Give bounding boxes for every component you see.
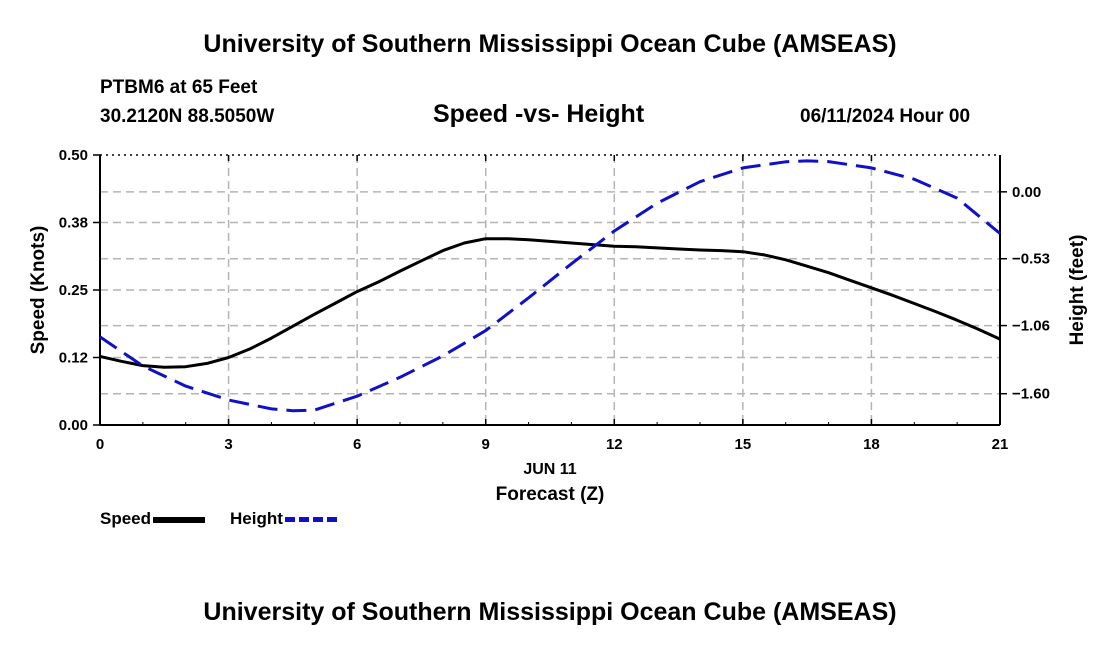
y-right-axis-label: Height (feet) <box>1067 235 1088 346</box>
station-label: PTBM6 at 65 Feet <box>100 77 258 98</box>
legend-height-label: Height <box>230 509 283 528</box>
page-title: University of Southern Mississippi Ocean… <box>203 30 897 58</box>
x-tick-label: 0 <box>96 436 104 453</box>
x-date-label: JUN 11 <box>523 461 576 478</box>
y-right-tick-label: −1.06 <box>1012 318 1050 335</box>
x-tick-label: 9 <box>482 436 490 453</box>
x-tick-label: 12 <box>606 436 623 453</box>
legend-height: Height <box>230 509 337 529</box>
coordinates-label: 30.2120N 88.5050W <box>100 106 275 127</box>
y-left-tick-label: 0.00 <box>59 417 88 434</box>
legend-speed-label: Speed <box>100 509 152 528</box>
x-tick-label: 21 <box>992 436 1009 453</box>
y-left-tick-label: 0.50 <box>59 147 88 164</box>
legend-speed-swatch <box>153 516 206 523</box>
x-tick-label: 3 <box>224 436 232 453</box>
series-line-height <box>99 159 1001 413</box>
y-left-axis-label: Speed (Knots) <box>28 226 49 355</box>
x-tick-label: 18 <box>863 436 880 453</box>
legend-speed: Speed <box>100 509 206 529</box>
footer-title: University of Southern Mississippi Ocean… <box>203 598 897 626</box>
x-axis-label: Forecast (Z) <box>496 484 605 505</box>
forecast-datetime: 06/11/2024 Hour 00 <box>800 106 971 127</box>
series-line-speed <box>99 237 1001 369</box>
legend-height-swatch <box>284 517 337 523</box>
x-tick-label: 15 <box>735 436 752 453</box>
y-left-tick-label: 0.25 <box>59 282 88 299</box>
y-right-tick-label: −1.60 <box>1012 386 1050 403</box>
x-tick-label: 6 <box>353 436 361 453</box>
y-left-tick-label: 0.12 <box>59 350 88 367</box>
y-right-tick-label: 0.00 <box>1012 184 1041 201</box>
y-left-tick-label: 0.38 <box>59 215 88 232</box>
chart-subtitle: Speed -vs- Height <box>433 100 645 128</box>
y-right-tick-label: −0.53 <box>1012 251 1050 268</box>
